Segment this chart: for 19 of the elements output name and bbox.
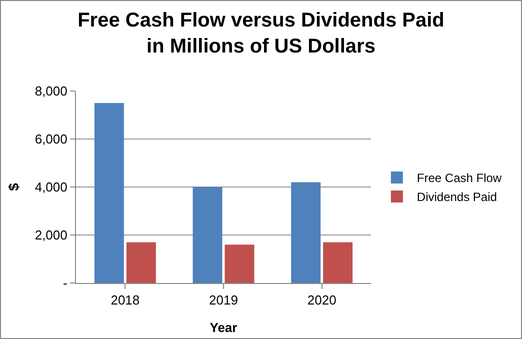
bar <box>291 182 321 283</box>
x-tick-label: 2019 <box>209 292 238 308</box>
chart-title: Free Cash Flow versus Dividends Paid in Millions of US Dollars <box>78 9 444 58</box>
y-tick-label: 4,000 <box>34 180 68 195</box>
x-axis-title: Year <box>210 320 238 335</box>
y-tick-label: 8,000 <box>34 84 68 99</box>
legend-label: Free Cash Flow <box>416 171 502 186</box>
bar <box>126 242 156 283</box>
y-tick-label: - <box>63 276 68 291</box>
x-tick-label: 2018 <box>110 292 140 308</box>
bar <box>94 103 124 283</box>
bar <box>192 187 222 283</box>
bar <box>224 244 254 283</box>
bar <box>323 242 353 283</box>
x-tick-label: 2020 <box>307 292 336 308</box>
y-tick-label: 6,000 <box>34 132 68 147</box>
y-tick-label: 2,000 <box>34 228 68 243</box>
legend-label: Dividends Paid <box>416 190 497 204</box>
y-axis-title: $ <box>5 182 22 191</box>
